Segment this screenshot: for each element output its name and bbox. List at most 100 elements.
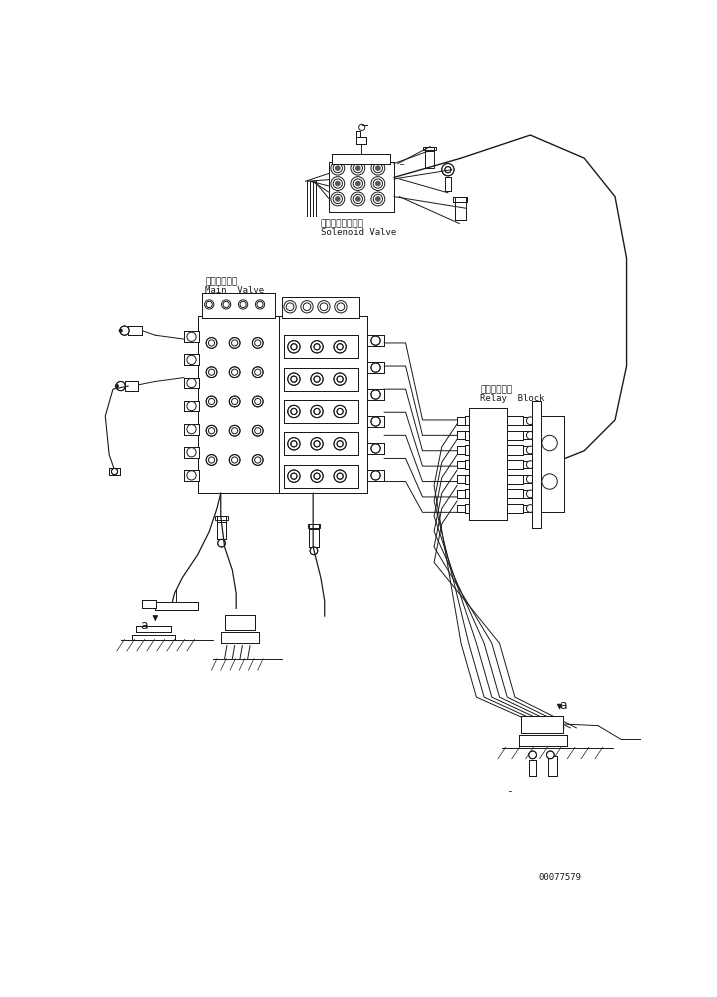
Bar	[465, 475, 469, 484]
Bar	[523, 446, 532, 454]
Bar	[367, 470, 384, 481]
Bar	[221, 632, 260, 643]
Circle shape	[356, 181, 360, 185]
Circle shape	[229, 396, 240, 407]
Bar	[198, 316, 278, 494]
Circle shape	[371, 162, 385, 175]
Bar	[132, 635, 174, 640]
Circle shape	[311, 373, 323, 385]
Bar	[523, 476, 532, 484]
Bar	[136, 626, 171, 632]
Circle shape	[334, 438, 346, 450]
Bar	[333, 155, 390, 164]
Circle shape	[252, 426, 263, 436]
Text: 00077579: 00077579	[538, 873, 581, 882]
Bar	[367, 443, 384, 454]
Circle shape	[334, 406, 346, 418]
Bar	[328, 162, 394, 212]
Circle shape	[187, 471, 196, 480]
Circle shape	[252, 367, 263, 378]
Bar	[469, 409, 507, 520]
Bar	[284, 400, 358, 423]
Bar	[457, 417, 465, 425]
Bar	[507, 475, 523, 484]
Circle shape	[526, 504, 534, 512]
Bar	[201, 293, 275, 317]
Bar	[309, 523, 318, 547]
Bar	[136, 626, 171, 632]
Circle shape	[252, 396, 263, 407]
Bar	[507, 490, 523, 498]
Circle shape	[542, 474, 557, 490]
Circle shape	[291, 376, 297, 382]
Bar	[215, 516, 228, 520]
Bar	[356, 138, 366, 145]
Circle shape	[209, 457, 214, 463]
Bar	[128, 326, 142, 335]
Circle shape	[222, 300, 231, 309]
Bar	[184, 401, 199, 412]
Circle shape	[371, 471, 380, 480]
Bar	[541, 416, 564, 512]
Bar	[523, 432, 532, 440]
Bar	[507, 416, 523, 426]
Bar	[528, 760, 536, 777]
Circle shape	[376, 166, 380, 170]
Bar	[523, 417, 532, 425]
Circle shape	[335, 300, 347, 313]
Circle shape	[310, 547, 318, 554]
Text: ソレノイドバルブ: ソレノイドバルブ	[321, 219, 364, 228]
Circle shape	[376, 196, 380, 201]
Bar	[221, 632, 260, 643]
Circle shape	[442, 164, 454, 175]
Bar	[109, 469, 120, 475]
Bar	[519, 735, 566, 747]
Circle shape	[187, 425, 196, 434]
Bar	[309, 523, 318, 529]
Circle shape	[291, 344, 297, 350]
Bar	[367, 362, 384, 373]
Bar	[457, 432, 465, 440]
Circle shape	[371, 336, 380, 345]
Bar	[523, 504, 532, 512]
Circle shape	[255, 428, 261, 434]
Text: -: -	[505, 786, 513, 796]
Text: Main  Valve: Main Valve	[205, 286, 265, 295]
Bar	[548, 757, 557, 776]
Bar	[465, 431, 469, 440]
Circle shape	[526, 476, 534, 484]
Bar	[356, 132, 360, 138]
Circle shape	[371, 444, 380, 453]
Circle shape	[255, 300, 265, 309]
Bar	[507, 460, 523, 470]
Bar	[469, 409, 507, 520]
Bar	[184, 470, 199, 481]
Bar	[532, 401, 541, 527]
Circle shape	[120, 326, 129, 335]
Circle shape	[288, 438, 300, 450]
Bar	[457, 461, 465, 469]
Bar	[425, 147, 434, 152]
Circle shape	[314, 441, 320, 447]
Circle shape	[255, 399, 261, 405]
Circle shape	[119, 329, 122, 332]
Bar	[465, 490, 469, 498]
Circle shape	[526, 432, 534, 440]
Bar	[278, 316, 367, 494]
Circle shape	[206, 396, 217, 407]
Circle shape	[311, 341, 323, 353]
Circle shape	[337, 409, 343, 415]
Bar	[156, 602, 198, 610]
Circle shape	[334, 373, 346, 385]
Circle shape	[187, 332, 196, 341]
Circle shape	[229, 455, 240, 466]
Bar	[523, 490, 532, 498]
Bar	[507, 475, 523, 484]
Circle shape	[336, 166, 340, 170]
Bar	[457, 476, 465, 484]
Circle shape	[252, 455, 263, 466]
Bar	[453, 196, 467, 202]
Circle shape	[187, 378, 196, 388]
Bar	[224, 615, 255, 630]
Circle shape	[209, 399, 214, 405]
